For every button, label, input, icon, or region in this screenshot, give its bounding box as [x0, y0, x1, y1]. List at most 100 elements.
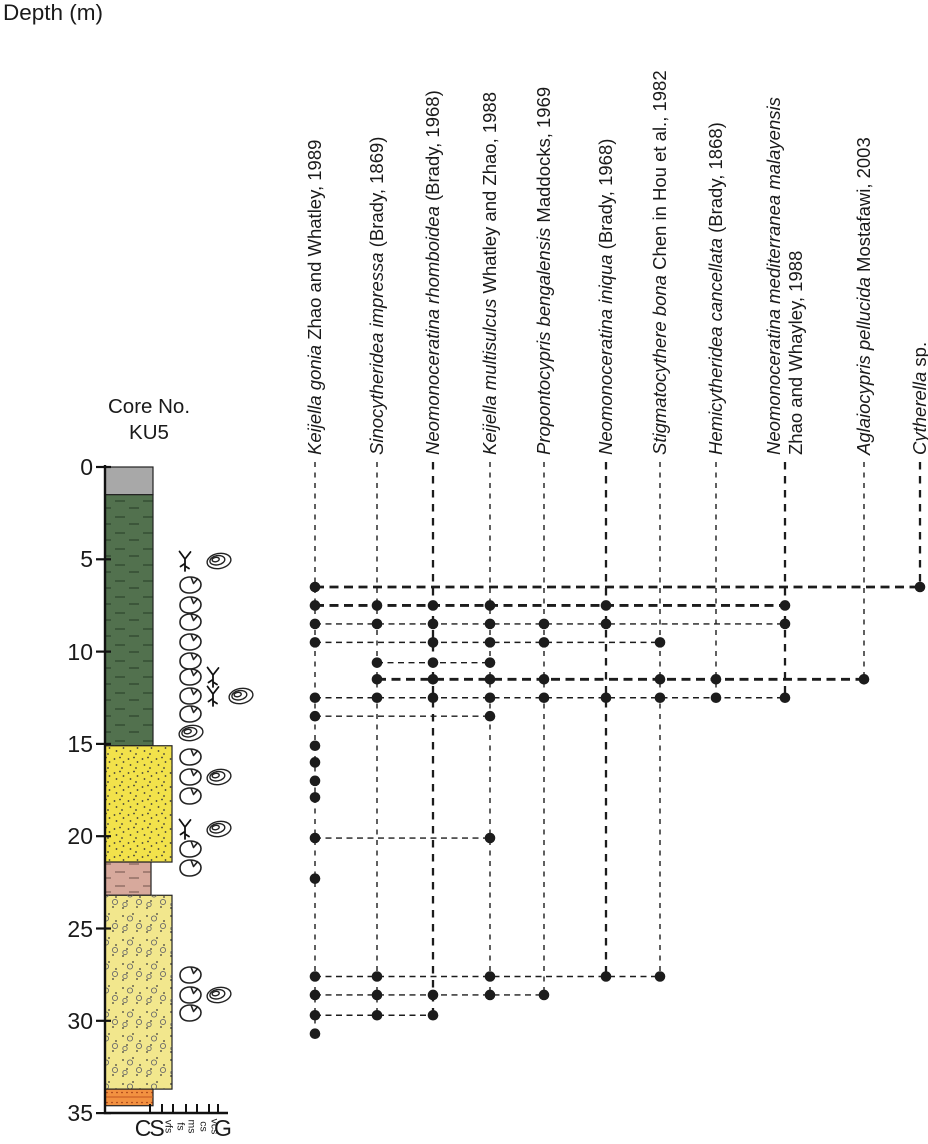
occurrence-dot — [484, 832, 496, 844]
fossil-shell-icon — [179, 768, 202, 786]
occurrence-dot — [309, 873, 321, 884]
occurrence-dot — [371, 692, 383, 704]
grain-size-label: fs — [174, 1122, 187, 1131]
occurrence-dot — [484, 673, 496, 685]
occurrence-dot — [484, 657, 496, 668]
species-name: Neomonoceratina iniqua — [595, 254, 616, 455]
litho-texture-mud-green — [105, 494, 153, 746]
fossil-gastropod-icon — [206, 820, 232, 838]
grain-size-label: S — [149, 1115, 165, 1141]
occurrence-matrix — [309, 462, 926, 1040]
fossil-root-icon — [178, 818, 192, 840]
depth-tick-label: 25 — [67, 915, 93, 942]
occurrence-dot — [538, 989, 550, 1001]
fossil-shell-icon — [179, 613, 202, 631]
fossil-gastropod-icon — [206, 768, 232, 786]
depth-tick-label: 35 — [67, 1100, 93, 1127]
species-name: Hemicytheridea cancellata — [705, 238, 726, 455]
occurrence-dot — [309, 581, 321, 593]
fossil-shell-icon — [179, 986, 202, 1004]
species-authority: (Brady, 1968) — [422, 90, 443, 207]
occurrence-dot — [427, 989, 439, 1001]
occurrence-dot — [309, 740, 321, 752]
occurrence-dot — [538, 637, 550, 648]
fossil-shell-icon — [179, 633, 202, 652]
occurrence-dot — [371, 657, 383, 668]
occurrence-dot — [427, 692, 439, 704]
occurrence-dot — [654, 692, 666, 704]
species-label: Hemicytheridea cancellata (Brady, 1868) — [705, 122, 727, 455]
species-label: Propontocypris bengalensis Maddocks, 196… — [533, 87, 555, 455]
species-name: Keijella multisulcus — [479, 298, 500, 455]
occurrence-dot — [309, 692, 321, 704]
occurrence-dot — [427, 618, 439, 630]
occurrence-dot — [858, 673, 870, 685]
occurrence-dot — [371, 673, 383, 685]
occurrence-dot — [371, 600, 383, 611]
species-authority: Zhao and Whatley, 1989 — [304, 139, 325, 345]
litho-texture-mud-pink — [105, 862, 151, 896]
litho-texture-gravel — [105, 895, 172, 1090]
fossil-shell-icon — [179, 1004, 202, 1023]
fossil-shell-icon — [179, 705, 202, 724]
depth-axis-title: Depth (m) — [2, 0, 103, 25]
occurrence-dot — [309, 1009, 321, 1021]
depth-tick-label: 20 — [67, 823, 93, 850]
occurrence-dot — [654, 971, 666, 982]
occurrence-dot — [538, 692, 550, 704]
fossil-root-icon — [206, 685, 220, 707]
species-label: Neomonoceratina iniqua (Brady, 1968) — [595, 139, 617, 455]
fossil-shell-icon — [179, 668, 202, 687]
fossil-shell-icon — [179, 687, 202, 705]
species-authority: Maddocks, 1969 — [533, 86, 554, 228]
grain-size-label: cs — [197, 1121, 210, 1132]
core-number-label: Core No. — [107, 395, 191, 418]
species-authority: (Brady, 1968) — [595, 138, 616, 255]
occurrence-dot — [309, 637, 321, 648]
species-label: Neomonoceratina rhomboidea (Brady, 1968) — [422, 90, 444, 455]
species-name: Stigmatocythere bona — [649, 275, 670, 455]
species-authority: (Brady, 1868) — [705, 122, 726, 239]
litho-texture-sand — [105, 745, 172, 863]
occurrence-dot — [538, 618, 550, 630]
grain-size-label: vfs — [162, 1119, 175, 1134]
occurrence-dot — [309, 832, 321, 844]
depth-tick-label: 0 — [80, 454, 93, 480]
axes — [96, 465, 228, 1115]
occurrence-dot — [484, 989, 496, 1001]
species-authority: Mostafawi, 2003 — [853, 137, 874, 278]
occurrence-dot — [779, 692, 791, 704]
occurrence-dot — [309, 600, 321, 611]
occurrence-dot — [309, 1028, 321, 1040]
occurrence-dot — [779, 618, 791, 630]
fossil-gastropod-icon — [178, 724, 204, 742]
species-label: Sinocytheridea impressa (Brady, 1869) — [366, 137, 388, 455]
occurrence-dot — [309, 775, 321, 787]
fossil-gastropod-icon — [228, 687, 254, 705]
fossil-root-icon — [178, 550, 192, 573]
species-name: Cytherella — [909, 371, 928, 455]
depth-tick-label: 10 — [67, 638, 93, 665]
fossil-gastropod-icon — [206, 552, 232, 570]
lithology-column — [104, 466, 173, 1107]
occurrence-dot — [309, 618, 321, 630]
occurrence-dot — [371, 989, 383, 1001]
fossil-gastropod-icon — [206, 986, 232, 1004]
species-name: Keijella gonia — [304, 344, 325, 455]
occurrence-dot — [654, 673, 666, 685]
species-label: Cytherella sp. — [909, 342, 928, 455]
fossil-shell-icon — [179, 840, 202, 858]
occurrence-dot — [484, 637, 496, 648]
species-authority: Zhao and Whayley, 1988 — [785, 250, 806, 455]
depth-tick-label: 15 — [67, 730, 93, 757]
occurrence-dot — [484, 618, 496, 630]
grain-size-label: ms — [185, 1119, 198, 1134]
species-name: Neomonoceratina rhomboidea — [422, 206, 443, 455]
occurrence-dot — [484, 692, 496, 704]
occurrence-dot — [427, 600, 439, 611]
occurrence-dot — [484, 600, 496, 611]
species-name: Propontocypris bengalensis — [533, 227, 554, 455]
species-authority: Chen in Hou et al., 1982 — [649, 70, 670, 276]
